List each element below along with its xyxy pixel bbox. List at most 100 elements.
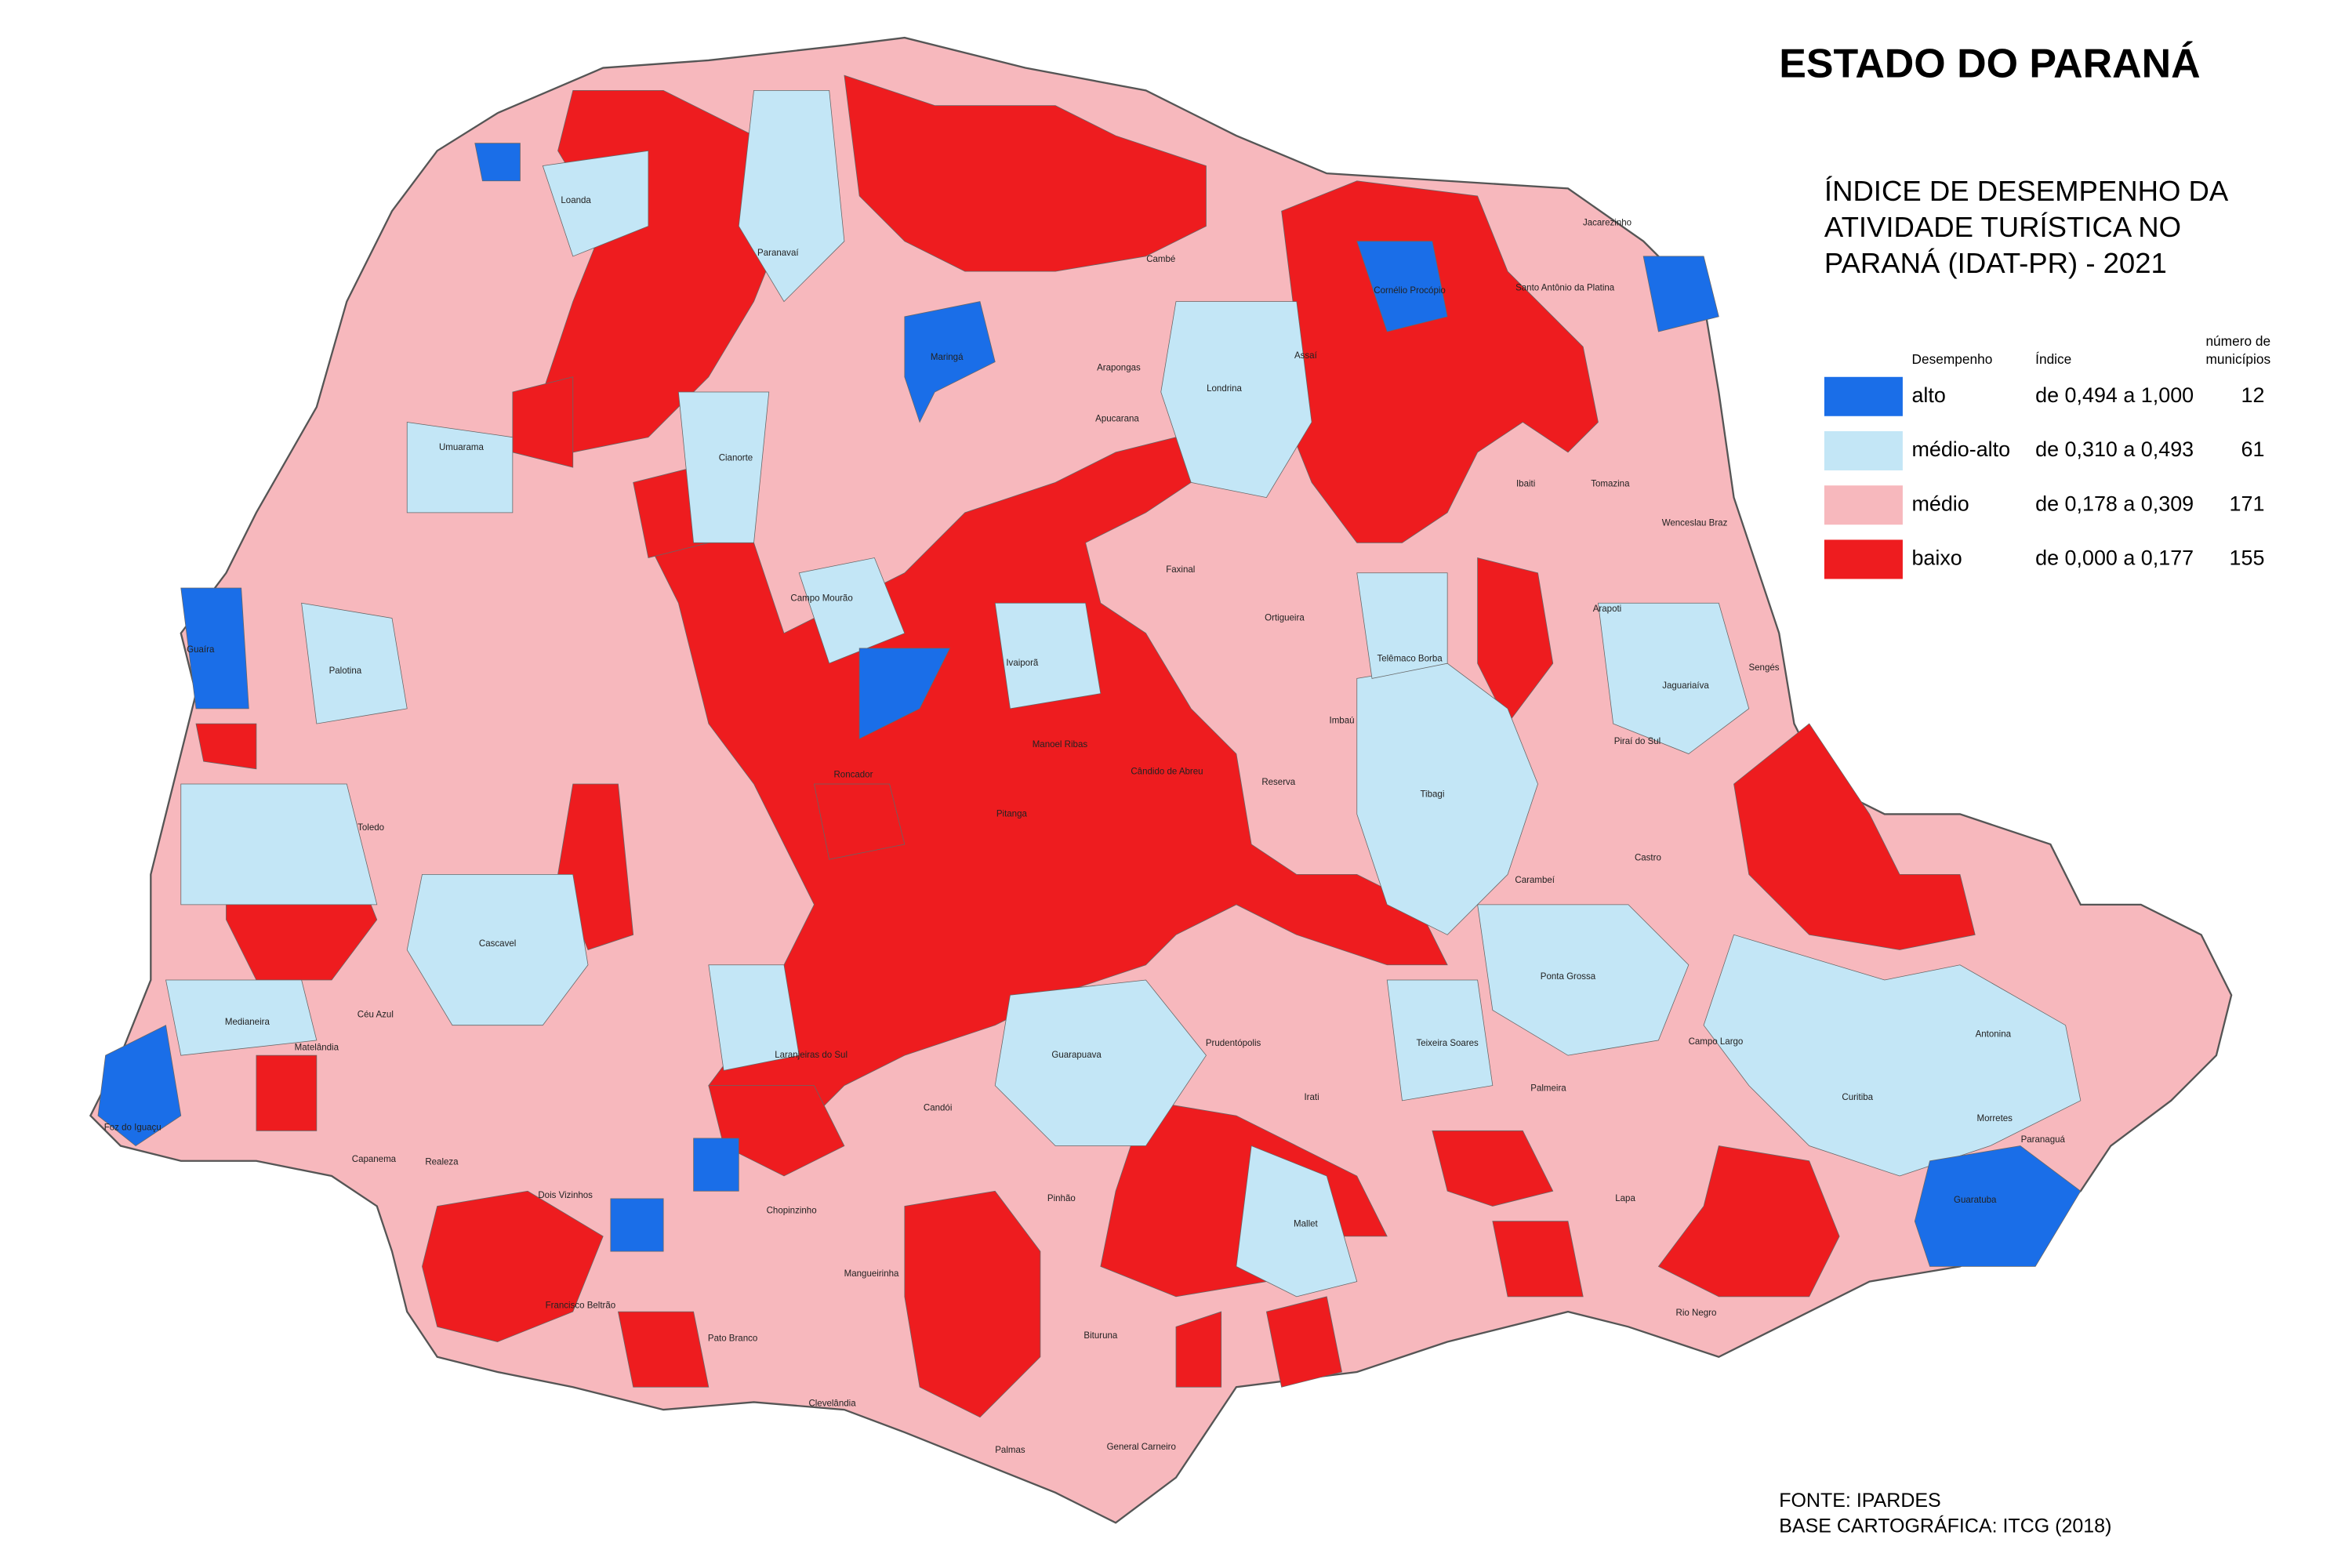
municipality-label: Rio Negro xyxy=(1676,1308,1717,1318)
municipality-region xyxy=(610,1198,664,1252)
municipality-label: Maringá xyxy=(931,353,964,362)
municipality-region xyxy=(738,90,845,303)
municipality-label: Guaratuba xyxy=(1954,1196,1997,1205)
municipality-region xyxy=(813,783,906,860)
legend-range: de 0,178 a 0,309 xyxy=(2035,492,2194,515)
subtitle: PARANÁ (IDAT-PR) - 2021 xyxy=(1824,247,2167,279)
legend-swatch xyxy=(1824,376,1903,416)
legend-header: Índice xyxy=(2035,351,2071,367)
subtitle: ATIVIDADE TURÍSTICA NO xyxy=(1824,211,2181,243)
municipality-label: Tibagi xyxy=(1420,790,1444,800)
legend-range: de 0,494 a 1,000 xyxy=(2035,383,2194,407)
municipality-region xyxy=(1657,1145,1840,1298)
legend-label: médio-alto xyxy=(1911,437,2010,461)
municipality-region xyxy=(708,1085,845,1177)
municipality-label: Sengés xyxy=(1748,663,1779,673)
municipality-label: Guaíra xyxy=(187,645,215,655)
municipality-label: Ibaiti xyxy=(1516,479,1535,488)
municipality-label: Capanema xyxy=(352,1155,397,1164)
legend-swatch xyxy=(1824,431,1903,470)
municipality-label: Matelândia xyxy=(295,1044,339,1053)
municipality-region xyxy=(1160,301,1312,499)
municipality-region xyxy=(1356,662,1538,935)
municipality-label: Piraí do Sul xyxy=(1614,737,1661,746)
municipality-labels: Curitiba Londrina Maringá Cascavel Foz do Ig… xyxy=(104,196,2066,1455)
municipality-label: Paranavaí xyxy=(757,249,799,258)
municipality-label: Pitanga xyxy=(996,810,1028,819)
municipality-region xyxy=(798,557,906,664)
municipality-label: Arapoti xyxy=(1593,604,1622,614)
municipality-label: Teixeira Soares xyxy=(1416,1039,1479,1048)
municipality-label: Campo Mourão xyxy=(790,594,852,604)
municipality-region xyxy=(422,1190,604,1342)
legend-label: médio xyxy=(1911,492,1969,515)
municipality-label: Francisco Beltrão xyxy=(546,1301,616,1310)
municipality-label: Pato Branco xyxy=(708,1334,757,1344)
municipality-label: Carambeí xyxy=(1515,876,1555,885)
municipality-label: Candói xyxy=(924,1104,953,1113)
legend-count: 61 xyxy=(2241,437,2265,461)
municipality-region xyxy=(844,74,1207,272)
municipality-label: Palmeira xyxy=(1530,1084,1566,1094)
municipality-label: Ivaiporã xyxy=(1006,659,1039,668)
municipality-label: Cianorte xyxy=(719,454,753,463)
municipality-region xyxy=(1236,1145,1358,1298)
subtitle: ÍNDICE DE DESEMPENHO DA xyxy=(1824,175,2229,207)
municipality-label: General Carneiro xyxy=(1107,1443,1176,1452)
municipality-label: Bituruna xyxy=(1083,1331,1117,1341)
legend-header: número de xyxy=(2205,333,2270,349)
municipality-label: Santo Antônio da Platina xyxy=(1515,283,1615,292)
legend-range: de 0,000 a 0,177 xyxy=(2035,546,2194,570)
municipality-region xyxy=(1492,1221,1584,1298)
municipality-label: Foz do Iguaçu xyxy=(104,1123,162,1133)
municipality-region xyxy=(1733,723,1976,950)
municipality-region xyxy=(406,874,589,1026)
municipality-label: Pinhão xyxy=(1047,1194,1076,1203)
municipality-region xyxy=(1356,241,1448,332)
municipality-region xyxy=(1914,1145,2082,1267)
legend-count: 155 xyxy=(2230,546,2265,570)
municipality-label: Céu Azul xyxy=(358,1010,394,1019)
municipality-label: Medianeira xyxy=(225,1018,270,1027)
municipality-region xyxy=(994,602,1102,710)
municipality-label: Cornélio Procópio xyxy=(1374,286,1446,296)
municipality-label: Cândido de Abreu xyxy=(1131,768,1203,777)
map-regions xyxy=(89,36,2233,1524)
legend-header: municípios xyxy=(2205,351,2270,367)
municipality-region xyxy=(904,301,996,423)
municipality-label: Chopinzinho xyxy=(767,1206,817,1215)
municipality-label: Dois Vizinhos xyxy=(538,1191,593,1200)
municipality-label: Laranjeiras do Sul xyxy=(775,1051,848,1060)
legend-swatch xyxy=(1824,485,1903,525)
municipality-region xyxy=(677,391,770,543)
source: BASE CARTOGRÁFICA: ITCG (2018) xyxy=(1779,1515,2111,1537)
municipality-label: Toledo xyxy=(358,823,384,833)
municipality-label: Apucarana xyxy=(1095,415,1139,424)
municipality-label: Jaguariaíva xyxy=(1662,681,1709,691)
municipality-label: Curitiba xyxy=(1842,1093,1873,1102)
municipality-region xyxy=(1598,602,1750,754)
legend: alto de 0,494 a 1,000 12 médio-alto de 0,310… xyxy=(1824,376,2265,579)
municipality-label: Telêmaco Borba xyxy=(1377,654,1443,663)
municipality-label: Paranaguá xyxy=(2021,1135,2066,1145)
municipality-region xyxy=(1356,572,1448,679)
legend-label: alto xyxy=(1911,383,1945,407)
municipality-label: Loanda xyxy=(561,196,591,205)
municipality-region xyxy=(195,723,257,770)
municipality-label: Imbaú xyxy=(1330,716,1355,725)
municipality-label: Umuarama xyxy=(439,443,485,452)
municipality-region xyxy=(1265,1296,1342,1388)
legend-swatch xyxy=(1824,539,1903,579)
municipality-label: Palotina xyxy=(329,666,362,676)
municipality-region xyxy=(693,1138,739,1192)
municipality-region xyxy=(617,1311,710,1388)
municipality-label: Arapongas xyxy=(1097,363,1141,372)
municipality-region xyxy=(301,602,408,724)
municipality-region xyxy=(1477,557,1554,724)
municipality-region xyxy=(180,587,249,710)
municipality-label: Mangueirinha xyxy=(844,1269,899,1279)
municipality-label: Irati xyxy=(1304,1093,1319,1102)
legend-count: 12 xyxy=(2241,383,2265,407)
municipality-region xyxy=(165,979,318,1056)
